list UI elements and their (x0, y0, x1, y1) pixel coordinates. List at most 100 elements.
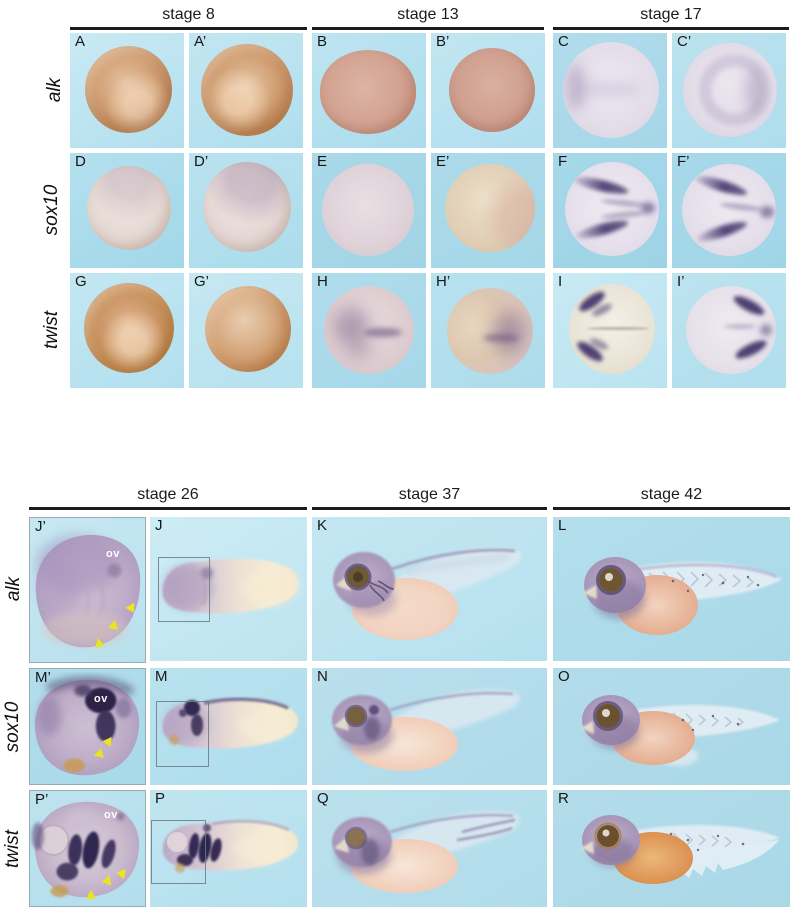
embryo-stage8 (87, 166, 171, 250)
embryo-stage8 (85, 46, 172, 133)
tadpole-stage37-sox10 (332, 689, 520, 771)
embryo-stage17-neural-crest (565, 162, 659, 256)
otic-vesicle-label: ov (94, 693, 108, 705)
tadpole-stage42-sox10 (581, 695, 780, 766)
embryo-stage26-sox10 (162, 697, 299, 749)
stage-header-8-label: stage 8 (162, 6, 215, 23)
stage-header-17-label: stage 17 (640, 6, 702, 23)
zoom-region-box (151, 820, 206, 884)
embryo-stage8 (205, 286, 291, 372)
panel-letter: R (558, 790, 569, 807)
panel-letter: B’ (436, 33, 450, 50)
panel-E-prime: E’ (431, 153, 545, 268)
panel-letter: D’ (194, 153, 209, 170)
panel-A-prime: A’ (189, 33, 303, 148)
gene-label-twist-top: twist (41, 311, 62, 349)
panel-I-prime: I’ (672, 273, 786, 388)
panel-letter: Q (317, 790, 329, 807)
panel-letter: C’ (677, 33, 692, 50)
arrowhead-icon (86, 890, 96, 899)
gene-label-alk-bottom: alk (3, 576, 24, 602)
stage-header-13: stage 13 (312, 5, 544, 30)
panel-C-prime: C’ (672, 33, 786, 148)
panel-letter: E’ (436, 153, 450, 170)
head-closeup-twist (31, 801, 140, 898)
embryo-stage17-neural-crest (682, 164, 776, 256)
panel-letter: P’ (35, 791, 49, 808)
stage-header-17: stage 17 (553, 5, 789, 30)
stage-header-37-label: stage 37 (398, 486, 461, 503)
panel-E: E (312, 153, 426, 268)
panel-M-prime-inset: M’ ov (29, 668, 146, 785)
panel-J-prime-inset: J’ ov (29, 517, 146, 663)
panel-letter: A’ (194, 33, 207, 50)
panel-H: H (312, 273, 426, 388)
panel-letter: E (317, 153, 328, 170)
panel-O: O (553, 668, 790, 785)
panel-letter: O (558, 668, 570, 685)
embryo-stage13 (320, 50, 416, 134)
panel-C: C (553, 33, 667, 148)
panel-F: F (553, 153, 667, 268)
embryo-stage13 (445, 164, 535, 252)
stage-header-26: stage 26 (29, 485, 307, 510)
panel-letter: C (558, 33, 569, 50)
panel-letter: D (75, 153, 86, 170)
stage-header-8: stage 8 (70, 5, 307, 30)
stage-header-42-label: stage 42 (640, 486, 703, 503)
panel-H-prime: H’ (431, 273, 545, 388)
panel-P-prime-inset: P’ ov (29, 790, 146, 907)
panel-letter: J (155, 517, 163, 534)
panel-R: R (553, 790, 790, 907)
embryo-stage13 (449, 48, 535, 132)
panel-N: N (312, 668, 547, 785)
embryo-stage8 (84, 283, 174, 373)
embryo-stage17-twist (686, 286, 776, 374)
embryo-stage13-twist (324, 286, 414, 374)
panel-letter: J’ (35, 518, 46, 535)
panel-letter: G (75, 273, 87, 290)
embryo-stage13 (322, 164, 414, 256)
embryo-stage17-twist (569, 284, 655, 374)
panel-K: K (312, 517, 547, 661)
gene-label-alk-top: alk (44, 77, 65, 103)
panel-L: L (553, 517, 790, 661)
panel-P: P (150, 790, 307, 907)
zoom-region-box (156, 701, 209, 767)
panel-letter: A (75, 33, 86, 50)
tadpole-stage42-twist (581, 815, 780, 884)
zoom-region-box (158, 557, 210, 622)
panel-B: B (312, 33, 426, 148)
arrowhead-icon (108, 619, 120, 630)
panel-G-prime: G’ (189, 273, 303, 388)
embryo-stage26-twist (162, 820, 299, 873)
panel-D-prime: D’ (189, 153, 303, 268)
embryo-stage13-twist (447, 288, 533, 374)
panel-letter: M’ (35, 669, 51, 686)
panel-letter: I (558, 273, 563, 290)
panel-letter: M (155, 668, 168, 685)
panel-A: A (70, 33, 184, 148)
panel-letter: P (155, 790, 166, 807)
panel-F-prime: F’ (672, 153, 786, 268)
stage-header-26-label: stage 26 (137, 486, 199, 503)
head-closeup-sox10 (34, 676, 140, 776)
otic-vesicle-label: ov (104, 809, 118, 821)
panel-D: D (70, 153, 184, 268)
panel-B-prime: B’ (431, 33, 545, 148)
panel-letter: F’ (677, 153, 690, 170)
embryo-stage26-alk (162, 558, 299, 614)
embryo-stage8 (203, 162, 291, 252)
panel-letter: I’ (677, 273, 685, 290)
tadpole-stage37-twist (332, 811, 520, 893)
panel-letter: H (317, 273, 328, 290)
arrowhead-icon (93, 637, 105, 648)
panel-G: G (70, 273, 184, 388)
tadpole-stage42-alk (583, 557, 782, 635)
panel-letter: L (558, 517, 567, 534)
gene-label-twist-bottom: twist (2, 830, 23, 868)
stage-header-42: stage 42 (553, 485, 790, 510)
stage-header-13-label: stage 13 (397, 6, 459, 23)
embryo-stage8 (201, 44, 293, 136)
